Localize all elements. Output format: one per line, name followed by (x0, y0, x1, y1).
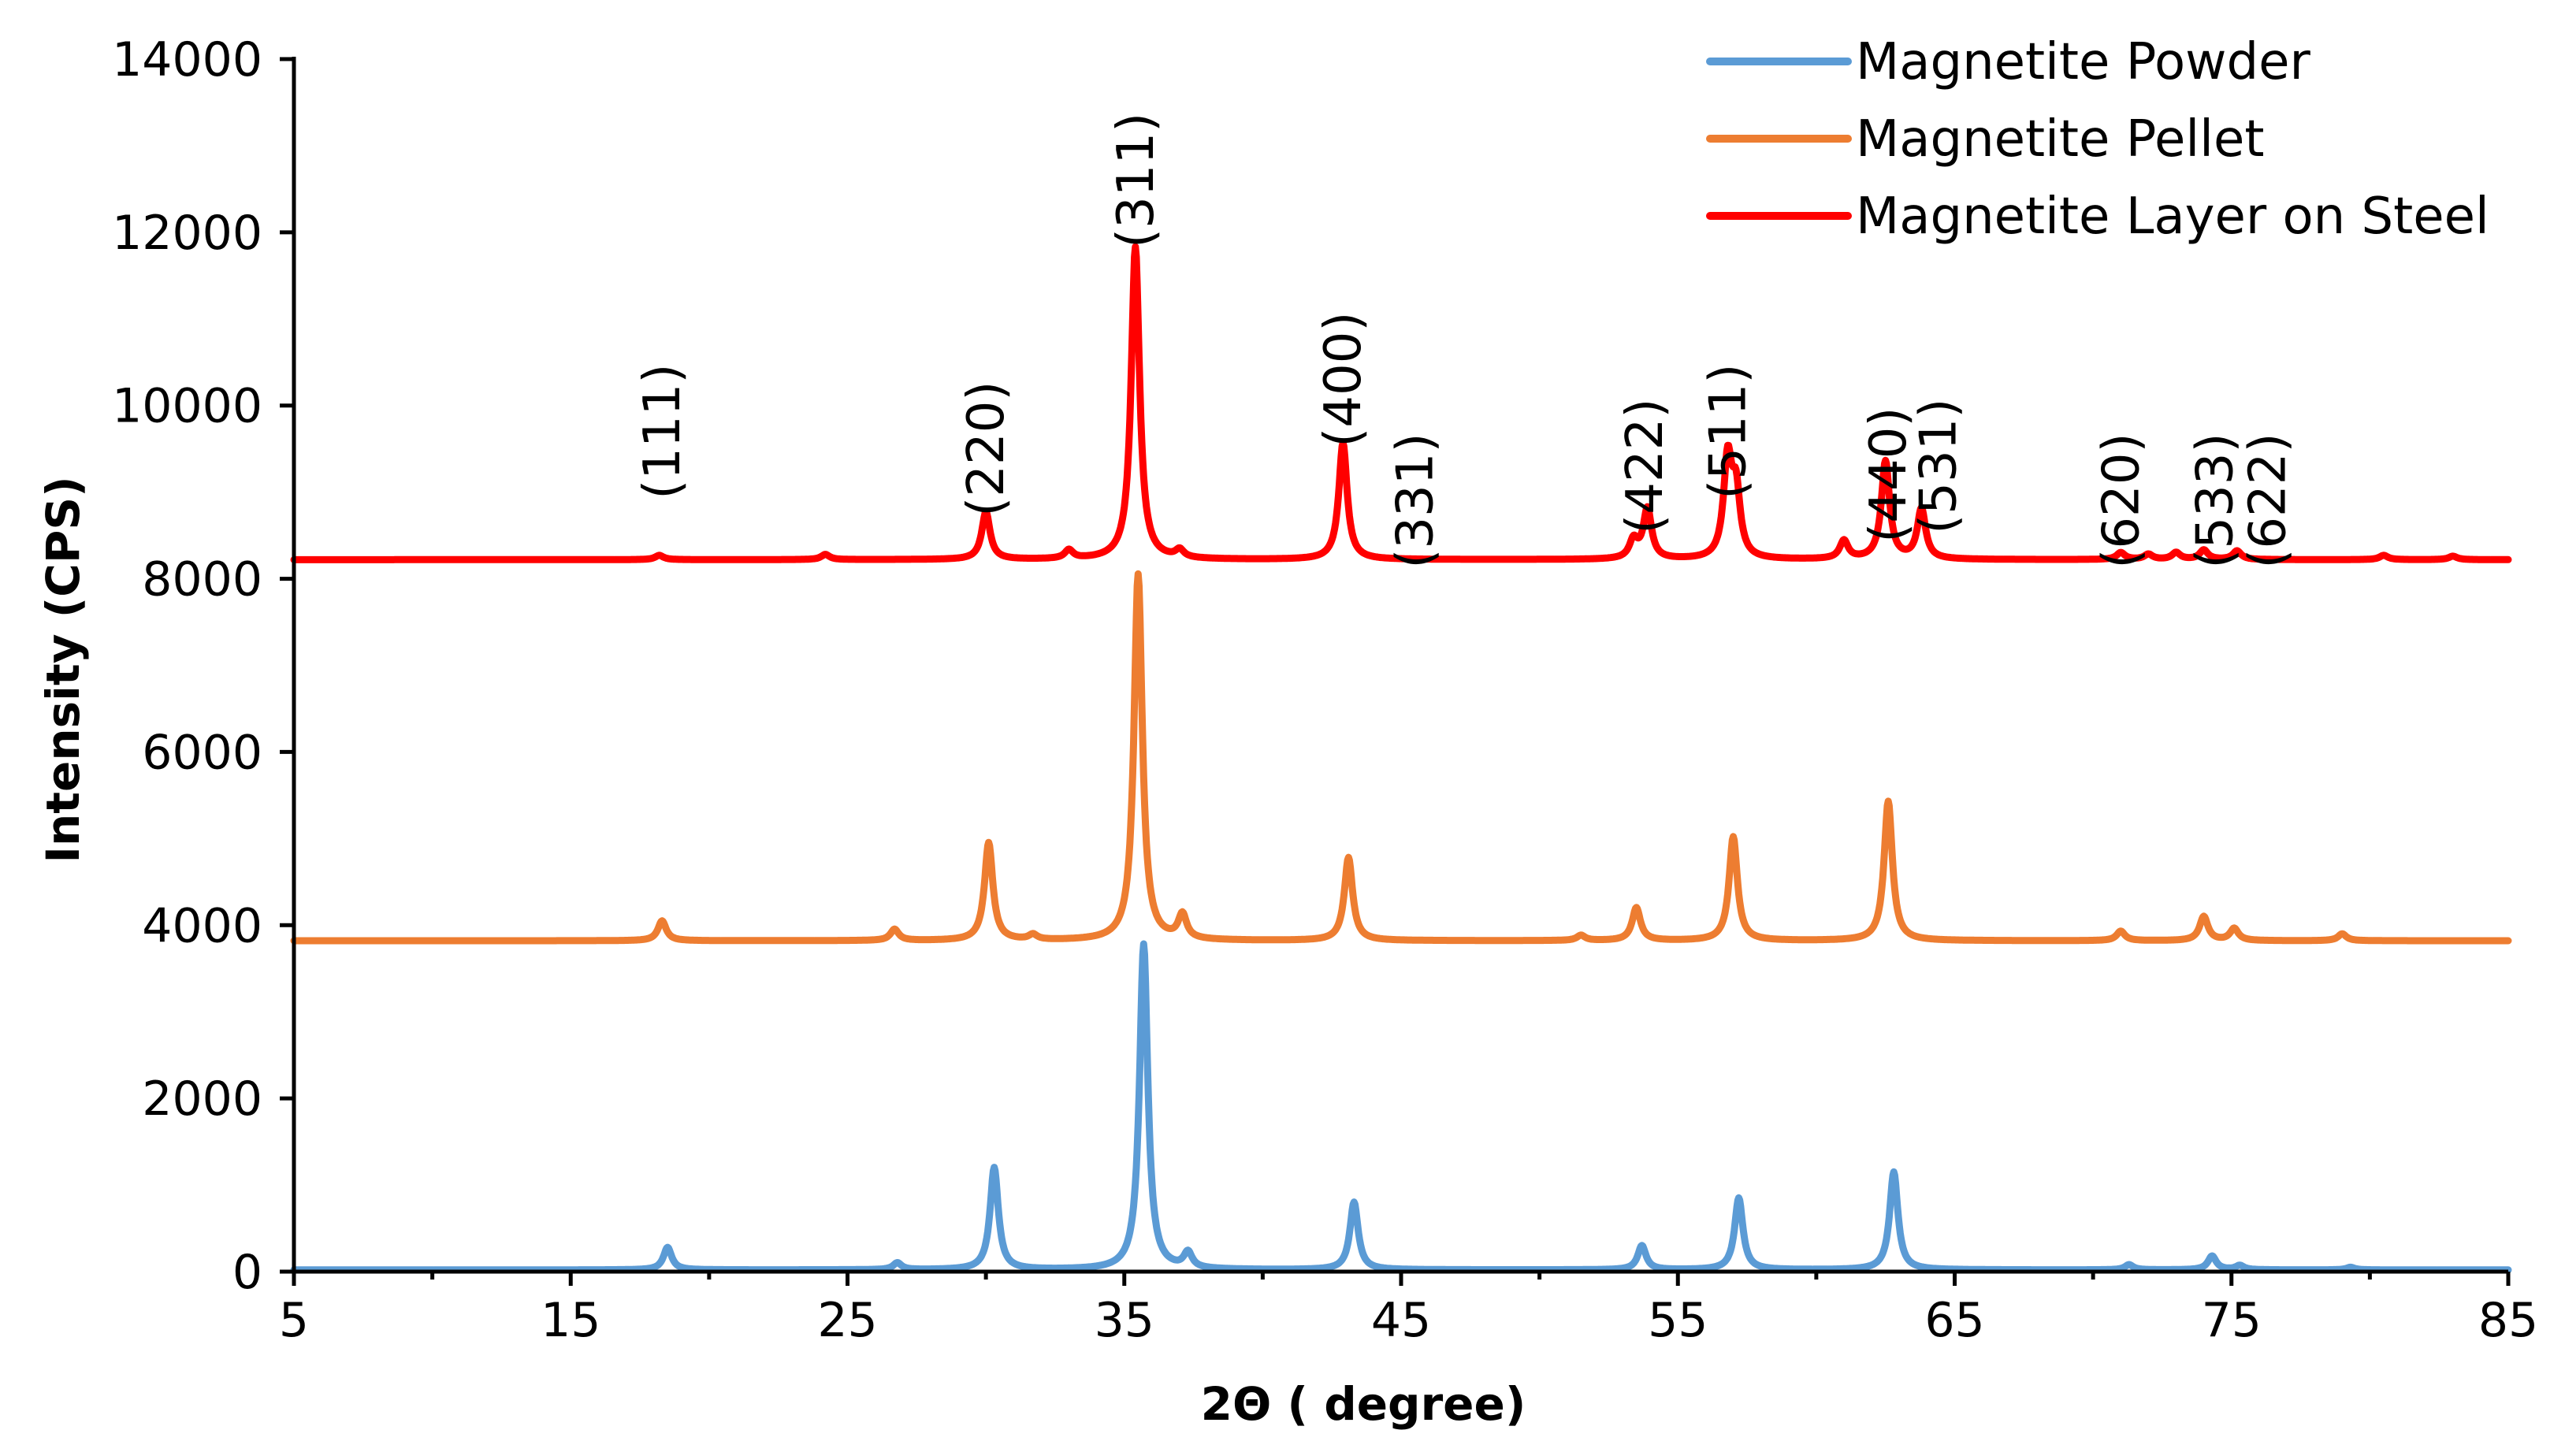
y-tick-label: 0 (232, 1245, 262, 1300)
axes-layer: 0 2000 4000 6000 8000 10000 12000 14000 5 15 25 35 4… (112, 32, 2538, 1348)
x-tick-label: 45 (1371, 1293, 1431, 1348)
y-tick-label: 4000 (142, 898, 262, 953)
x-tick-label: 5 (279, 1293, 309, 1348)
series-line-1 (290, 940, 2512, 1274)
y-tick-label: 6000 (142, 725, 262, 780)
peak-label: (220) (957, 381, 1016, 517)
x-axis-title: 2Θ ( degree) (1201, 1377, 1526, 1431)
peak-label: (620) (2092, 433, 2151, 569)
peak-label: (440) (1860, 407, 1918, 543)
peak-label: (111) (634, 364, 692, 500)
y-tick-label: 8000 (142, 552, 262, 607)
peak-label: (533) (2187, 433, 2245, 569)
annotation-layer: (111) (220) (311) (400)(331) (422) (511) (440)… (634, 113, 2297, 569)
x-tick-label: 75 (2202, 1293, 2262, 1348)
x-tick-label: 25 (817, 1293, 877, 1348)
series-line-2 (290, 570, 2512, 945)
y-tick-label: 2000 (142, 1072, 262, 1127)
x-tick-label: 35 (1095, 1293, 1154, 1348)
legend: Magnetite Powder Magnetite Pellet Magnetit… (1706, 33, 2489, 246)
x-tick-label: 85 (2478, 1293, 2538, 1348)
peak-label: (622) (2239, 433, 2297, 569)
x-tick-label: 55 (1648, 1293, 1708, 1348)
peak-label: (531) (1909, 399, 1968, 534)
legend-label: Magnetite Pellet (1856, 110, 2264, 169)
series-layer (290, 243, 2512, 1274)
legend-label: Magnetite Layer on Steel (1856, 188, 2489, 246)
legend-label: Magnetite Powder (1856, 33, 2311, 91)
y-tick-label: 12000 (112, 206, 262, 261)
peak-label: (400) (1314, 312, 1373, 448)
y-tick-label: 10000 (112, 379, 262, 434)
x-tick-label: 65 (1924, 1293, 1984, 1348)
y-axis-title: Intensity (CPS) (36, 476, 90, 863)
peak-label: (311) (1107, 113, 1165, 248)
x-tick-label: 15 (541, 1293, 600, 1348)
y-tick-label: 14000 (112, 32, 262, 87)
series-line-3 (290, 243, 2512, 563)
peak-label: (511) (1700, 364, 1758, 500)
peak-label: (422) (1616, 399, 1675, 534)
peak-label: (331) (1387, 433, 1445, 569)
